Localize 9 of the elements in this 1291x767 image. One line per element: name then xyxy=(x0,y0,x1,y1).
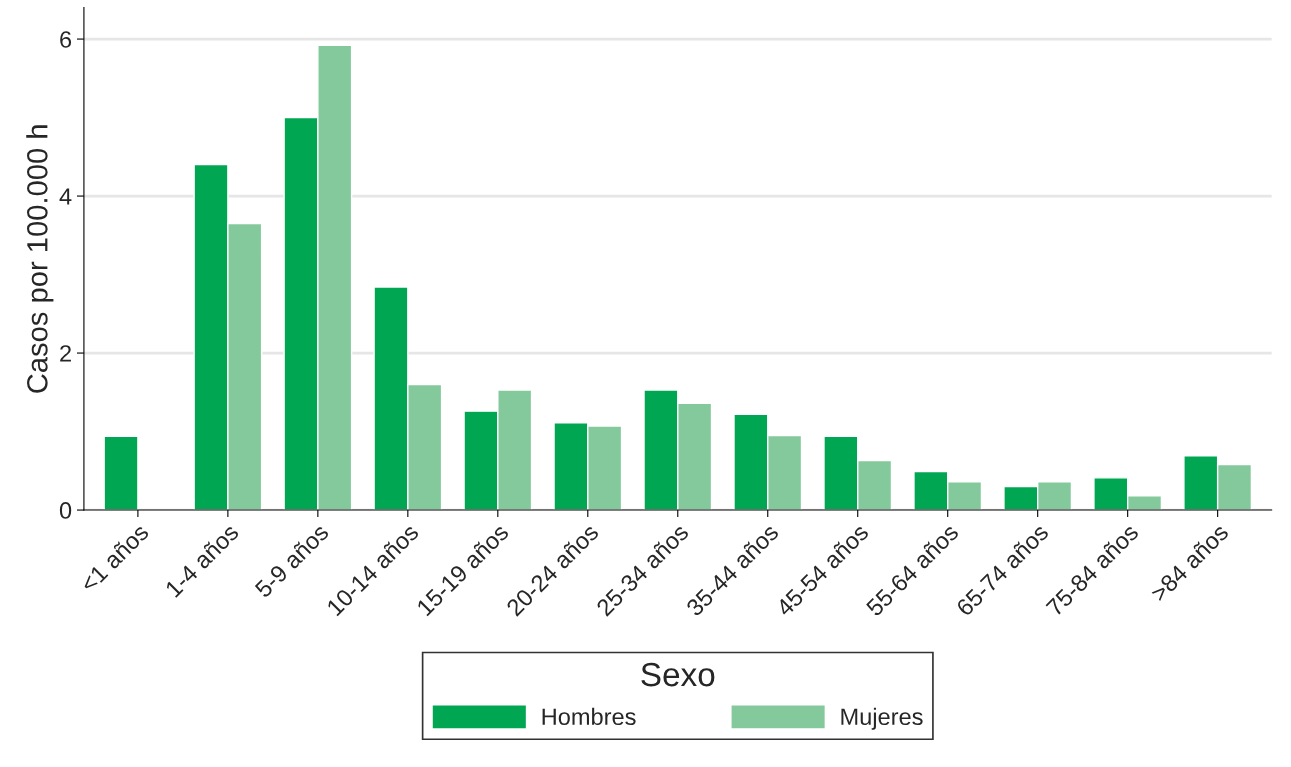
y-tick-label: 0 xyxy=(59,502,72,519)
y-tick-label: 2 xyxy=(60,345,71,362)
legend-label: Mujeres xyxy=(841,707,923,730)
legend-title: Sexo xyxy=(641,662,715,687)
y-tick-label: 4 xyxy=(59,188,72,205)
bar xyxy=(103,435,139,511)
y-tick-label: 6 xyxy=(60,31,72,48)
y-axis-title: Casos por 100.000 h xyxy=(26,125,54,393)
legend-label: Hombres xyxy=(542,707,636,726)
